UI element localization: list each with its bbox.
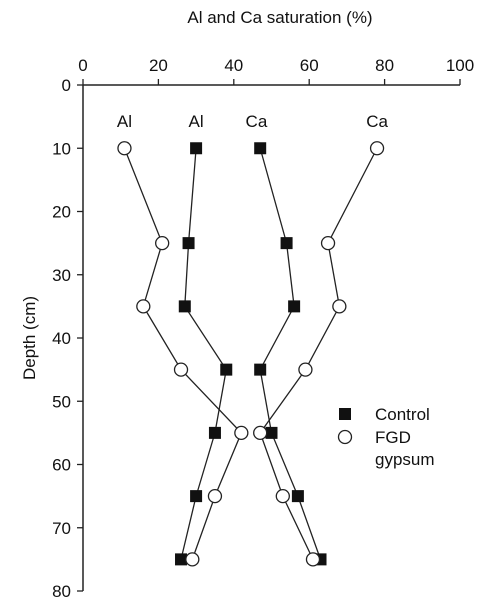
data-point xyxy=(288,300,301,313)
data-point xyxy=(190,142,203,155)
data-point xyxy=(332,299,347,314)
x-tick-label: 40 xyxy=(224,56,243,75)
series-annotation: Ca xyxy=(246,112,268,131)
series-annotation: Al xyxy=(189,112,204,131)
data-point xyxy=(320,235,336,251)
data-point xyxy=(185,552,200,567)
data-point xyxy=(155,235,170,251)
x-axis-title: Al and Ca saturation (%) xyxy=(187,8,372,27)
y-tick-label: 30 xyxy=(52,266,71,285)
data-point xyxy=(291,490,304,503)
y-tick-label: 20 xyxy=(52,203,71,222)
data-point xyxy=(208,426,221,439)
annotation-layer: Al Al Ca Ca xyxy=(117,112,389,131)
data-point xyxy=(175,553,188,566)
data-point xyxy=(234,425,249,441)
data-point xyxy=(253,425,268,441)
data-point xyxy=(265,426,278,439)
x-tick-label: 0 xyxy=(78,56,87,75)
x-tick-label: 60 xyxy=(300,56,319,75)
legend-marker xyxy=(339,408,351,420)
data-point xyxy=(136,299,151,314)
y-tick-label: 0 xyxy=(62,76,71,95)
data-point xyxy=(173,362,189,377)
data-point xyxy=(305,552,321,567)
data-point xyxy=(182,237,195,250)
data-point xyxy=(254,142,267,155)
data-point xyxy=(190,490,203,503)
y-tick-label: 80 xyxy=(52,582,71,601)
series-line xyxy=(123,148,243,560)
series-line xyxy=(259,148,322,560)
data-point xyxy=(220,363,233,376)
legend-label: gypsum xyxy=(375,450,435,469)
data-point xyxy=(275,488,290,504)
data-point xyxy=(178,300,191,313)
axes: 0 20 40 60 80 100 0 10 20 30 40 50 60 70 80 xyxy=(52,56,474,601)
x-tick-label: 20 xyxy=(149,56,168,75)
y-tick-label: 70 xyxy=(52,519,71,538)
series-layer xyxy=(117,141,385,567)
y-tick-label: 10 xyxy=(52,139,71,158)
legend-label: FGD xyxy=(375,428,411,447)
legend-marker xyxy=(337,429,353,445)
legend-label: Control xyxy=(375,405,430,424)
y-tick-label: 40 xyxy=(52,329,71,348)
data-point xyxy=(254,363,267,376)
y-tick-label: 60 xyxy=(52,456,71,475)
data-point xyxy=(280,237,293,250)
x-tick-label: 80 xyxy=(375,56,394,75)
y-tick-label: 50 xyxy=(52,392,71,411)
x-tick-label: 100 xyxy=(446,56,474,75)
data-point xyxy=(207,488,223,504)
data-point xyxy=(298,362,313,377)
y-axis-title: Depth (cm) xyxy=(20,296,39,380)
legend: Control FGD gypsum xyxy=(337,405,435,469)
series-annotation: Ca xyxy=(366,112,388,131)
data-point xyxy=(117,141,132,156)
series-annotation: Al xyxy=(117,112,132,131)
data-point xyxy=(369,141,385,156)
